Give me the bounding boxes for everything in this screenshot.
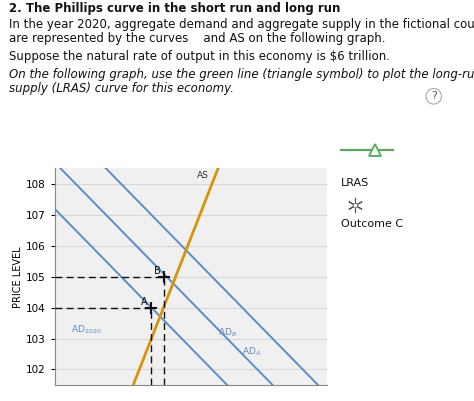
Text: LRAS: LRAS xyxy=(341,178,370,188)
Text: AS: AS xyxy=(197,171,209,180)
Text: In the year 2020, aggregate demand and aggregate supply in the fictional country: In the year 2020, aggregate demand and a… xyxy=(9,18,474,31)
Text: On the following graph, use the green line (triangle symbol) to plot the long-ru: On the following graph, use the green li… xyxy=(9,68,474,81)
Text: AD$_{2020}$: AD$_{2020}$ xyxy=(71,323,102,336)
Text: supply (LRAS) curve for this economy.: supply (LRAS) curve for this economy. xyxy=(9,82,235,95)
Text: Suppose the natural rate of output in this economy is $6 trillion.: Suppose the natural rate of output in th… xyxy=(9,50,391,63)
Y-axis label: PRICE LEVEL: PRICE LEVEL xyxy=(13,246,23,308)
Text: Outcome C: Outcome C xyxy=(341,219,403,229)
Text: A: A xyxy=(141,297,147,307)
Text: B: B xyxy=(154,265,161,275)
Text: 2. The Phillips curve in the short run and long run: 2. The Phillips curve in the short run a… xyxy=(9,2,341,15)
Text: ?: ? xyxy=(431,91,437,101)
Text: AD$_B$: AD$_B$ xyxy=(218,326,237,339)
Text: AD$_A$: AD$_A$ xyxy=(242,345,261,358)
Text: are represented by the curves    and AS on the following graph.: are represented by the curves and AS on … xyxy=(9,32,386,45)
